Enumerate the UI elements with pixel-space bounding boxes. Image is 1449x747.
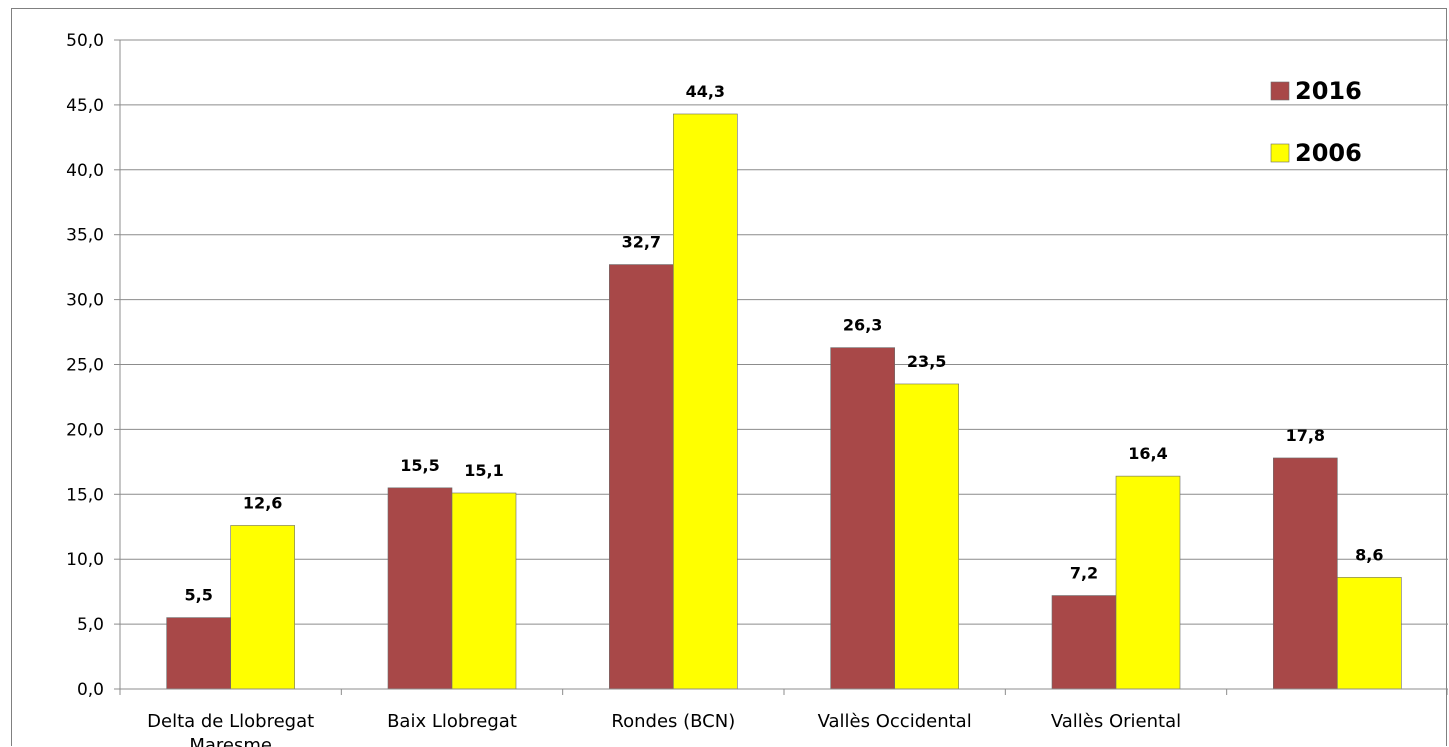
data-label: 8,6 (1355, 545, 1383, 564)
y-tick-label: 20,0 (66, 420, 104, 440)
y-tick-label: 35,0 (66, 226, 104, 246)
axes: 0,0 5,0 10,0 15,0 20,0 25,0 30,0 35,0 40,0 45,0 50… (66, 31, 1448, 747)
y-tick-label: 30,0 (66, 291, 104, 311)
x-category-label: Vallès Occidental (818, 711, 972, 732)
data-label: 16,4 (1128, 444, 1167, 463)
y-tick-label: 5,0 (77, 615, 104, 635)
x-category-label: Baix Llobregat (387, 711, 517, 732)
bar-2016 (609, 264, 674, 690)
bar-2006 (1337, 577, 1402, 690)
y-tick-label: 0,0 (77, 680, 104, 700)
chart-frame: 0,0 5,0 10,0 15,0 20,0 25,0 30,0 35,0 40,0 45,0 50… (11, 8, 1448, 747)
y-tick-label: 40,0 (66, 161, 104, 181)
x-category-label: Rondes (BCN) (611, 711, 735, 732)
bar-2006 (230, 525, 295, 690)
data-label: 26,3 (843, 316, 882, 335)
bar-2016 (830, 347, 895, 690)
legend-label: 2006 (1295, 139, 1362, 167)
x-category-label: Maresme (189, 735, 272, 747)
bar-2016 (166, 617, 231, 690)
x-category-label: Vallès Oriental (1051, 711, 1181, 732)
data-label: 44,3 (686, 82, 725, 101)
y-tick-label: 50,0 (66, 31, 104, 51)
data-label: 17,8 (1286, 426, 1325, 445)
data-label: 5,5 (184, 586, 212, 605)
data-label: 15,5 (400, 456, 439, 475)
data-label: 32,7 (622, 233, 661, 252)
y-tick-label: 15,0 (66, 485, 104, 505)
bar-2006 (894, 383, 959, 690)
y-tick-label: 45,0 (66, 96, 104, 116)
y-tick-label: 25,0 (66, 356, 104, 376)
gridlines (120, 39, 1448, 625)
bar-2006 (1115, 475, 1181, 690)
bars (166, 113, 1402, 690)
data-label: 23,5 (907, 352, 946, 371)
bar-2016 (387, 487, 453, 690)
legend-label: 2016 (1295, 77, 1362, 105)
data-label: 7,2 (1070, 564, 1098, 583)
bar-chart: 0,0 5,0 10,0 15,0 20,0 25,0 30,0 35,0 40,0 45,0 50… (66, 31, 1448, 747)
bar-2016 (1051, 595, 1117, 690)
legend-swatch (1270, 81, 1290, 101)
data-label: 12,6 (243, 493, 282, 512)
bar-2006 (673, 113, 738, 690)
y-tick-label: 10,0 (66, 550, 104, 570)
legend-swatch (1270, 143, 1290, 163)
x-category-label: Delta de Llobregat (147, 711, 314, 732)
bar-2006 (451, 492, 517, 690)
bar-2016 (1273, 457, 1338, 690)
data-label: 15,1 (464, 461, 503, 480)
data-labels: 5,5 12,6 15,5 15,1 32,7 44,3 26,3 23,5 7,2 16,4 17… (184, 82, 1383, 605)
legend: 2016 2006 (1270, 77, 1362, 167)
